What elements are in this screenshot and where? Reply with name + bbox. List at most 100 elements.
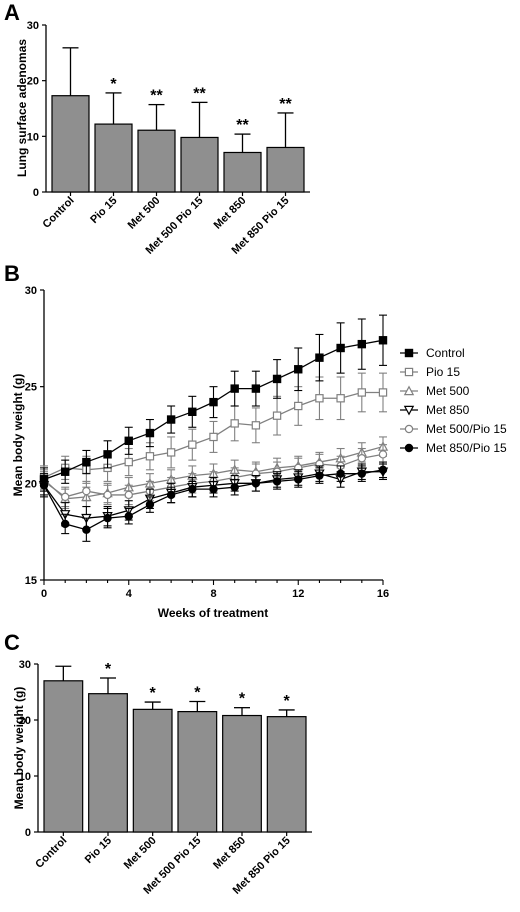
panel-b-x-tick-label: 4: [126, 588, 133, 600]
series-1-point: [357, 388, 367, 397]
panel-c-bars: * * * * *: [43, 661, 307, 833]
legend-marker-4: [404, 424, 414, 434]
series-0-point: [378, 336, 388, 345]
legend-label-1: Pio 15: [426, 365, 460, 379]
panel-a-y-tick-label: 30: [27, 20, 39, 32]
series-5-point: [39, 481, 49, 490]
panel-b-y-axis-title: Mean body weight (g): [11, 374, 25, 497]
series-5-point: [124, 512, 133, 521]
panel-a-category-label: Met 500: [126, 195, 163, 232]
panel-c-y-tick-label: 10: [19, 771, 31, 783]
series-0-point: [82, 457, 91, 467]
series-0-point: [124, 436, 133, 446]
series-1-point: [272, 411, 282, 420]
legend-marker-5: [404, 443, 414, 453]
panel-b-x-tick-label: 12: [292, 588, 304, 600]
series-5-point: [230, 483, 239, 492]
series-1-point: [230, 419, 239, 428]
series-5-point: [357, 469, 367, 478]
bar-c-2: [132, 708, 173, 833]
series-1-point: [378, 388, 388, 397]
panel-b-axes: 15 20 25 30 0 4 8 12 16: [25, 285, 389, 600]
significance-marker-a-5: **: [279, 96, 292, 113]
series-5: [39, 461, 388, 542]
legend-label-2: Met 500: [426, 384, 470, 398]
panel-b-y-tick-label: 15: [25, 575, 37, 587]
significance-marker-c-3: *: [194, 685, 201, 702]
panel-c-y-tick-label: 30: [19, 659, 31, 671]
series-4-point: [357, 454, 367, 463]
significance-marker-a-4: **: [236, 117, 249, 134]
panel-c-y-tick-label: 20: [19, 715, 31, 727]
series-5-point: [60, 519, 70, 529]
significance-marker-a-1: *: [110, 76, 117, 93]
bar-c-4: [222, 714, 262, 833]
panel-a-y-tick-label: 10: [27, 131, 39, 143]
panel-b-line-chart: 15 20 25 30 0 4 8 12 16 Control Pio 15 Met 500 Met …: [11, 285, 507, 620]
bar-c-5: [266, 716, 307, 833]
panel-b-x-tick-label: 0: [41, 588, 47, 600]
bar-a-2: [137, 129, 176, 193]
significance-marker-c-4: *: [239, 691, 246, 708]
series-5-point: [209, 484, 218, 494]
series-1-point: [294, 401, 303, 411]
panel-a-y-tick-label: 20: [27, 76, 39, 88]
series-4-point: [103, 490, 112, 500]
series-5-point: [294, 475, 303, 484]
series-4-point: [124, 490, 133, 500]
series-1-point: [315, 394, 324, 403]
panel-b-y-tick-label: 20: [25, 478, 37, 490]
series-0-point: [315, 353, 324, 362]
panel-c-category-label: Met 850: [211, 835, 248, 872]
series-5-point: [378, 465, 388, 474]
panel-letter-b: B: [4, 261, 20, 286]
panel-c-y-tick-label: 0: [25, 827, 31, 839]
panel-b-x-tick-label: 16: [377, 588, 389, 600]
series-0-point: [251, 384, 261, 393]
series-0-point: [294, 365, 303, 374]
series-5-point: [145, 500, 155, 509]
series-5-point: [82, 525, 91, 534]
series-0-point: [145, 428, 155, 438]
panel-letter-a: A: [4, 0, 20, 25]
bar-a-3: [180, 136, 219, 193]
legend-label-5: Met 850/Pio 15: [426, 441, 507, 455]
series-1-point: [336, 394, 345, 403]
series-5-point: [103, 513, 112, 523]
panel-b-x-axis-title: Weeks of treatment: [158, 606, 268, 620]
legend-label-4: Met 500/Pio 15: [426, 422, 507, 436]
significance-marker-c-2: *: [150, 685, 157, 702]
panel-c-category-label: Pio 15: [83, 835, 114, 866]
series-1-point: [209, 432, 218, 442]
legend-marker-3: [403, 405, 415, 416]
series-1-point: [251, 421, 261, 430]
bar-a-0: [51, 95, 90, 193]
panel-a-category-label: Met 850: [212, 195, 249, 232]
series-5-point: [166, 490, 176, 500]
series-5-point: [251, 479, 261, 488]
bar-a-4: [223, 151, 262, 193]
legend-marker-2: [403, 385, 415, 396]
bar-c-1: [88, 693, 128, 833]
legend-label-0: Control: [426, 346, 465, 360]
panel-b-y-tick-label: 25: [25, 382, 37, 394]
series-5-point: [315, 471, 324, 480]
series-5-point: [336, 469, 345, 478]
panel-a-bars: *** ******: [51, 47, 305, 193]
panel-b-series: [38, 314, 389, 542]
series-4-point: [60, 492, 70, 502]
series-0-point: [357, 339, 367, 349]
bar-a-1: [94, 123, 133, 193]
significance-marker-a-3: **: [193, 85, 206, 102]
series-0-point: [272, 374, 282, 384]
series-1-point: [145, 452, 155, 461]
series-1-point: [188, 440, 197, 449]
series-0-point: [230, 384, 239, 393]
bar-c-0: [43, 680, 84, 833]
series-1-point: [166, 448, 176, 457]
series-5-point: [188, 484, 197, 494]
bar-c-3: [177, 710, 218, 833]
